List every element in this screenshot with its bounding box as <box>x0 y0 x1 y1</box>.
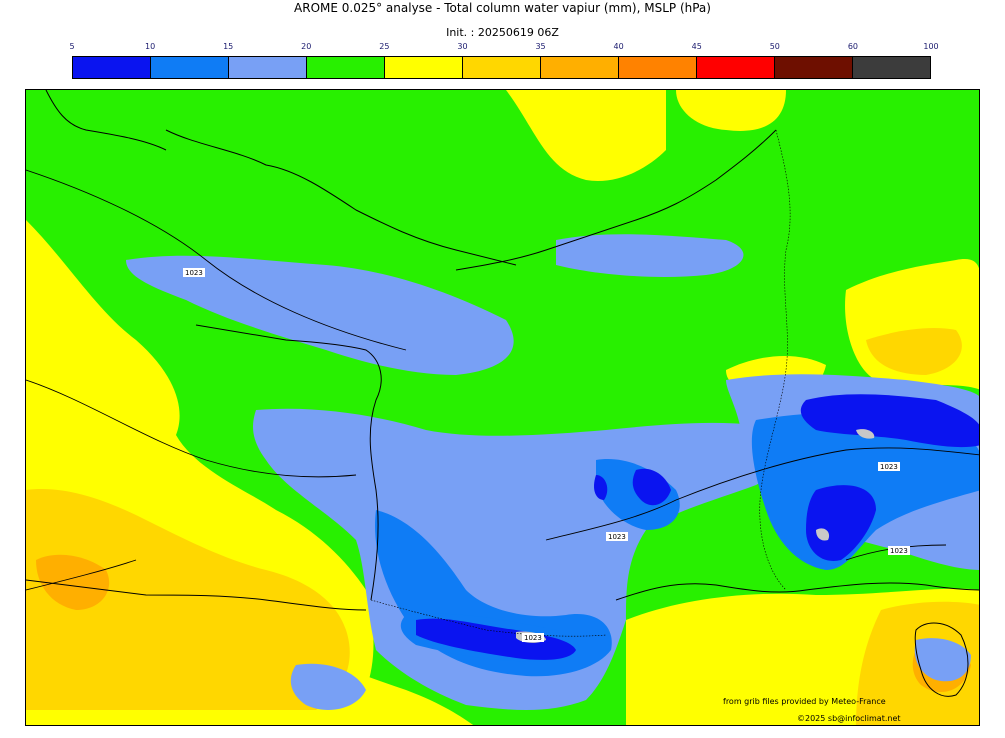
colorbar-segment <box>463 57 541 78</box>
isobar-labels: 1023 1023 1023 1023 1023 <box>183 268 910 642</box>
colorbar-segment <box>853 57 930 78</box>
isobar-label: 1023 <box>524 634 542 642</box>
tcwv-5-10-zones <box>416 394 979 660</box>
isobar-label: 1023 <box>185 269 203 277</box>
colorbar-segment <box>73 57 151 78</box>
isobar-label: 1023 <box>880 463 898 471</box>
colorbar-tick-label: 60 <box>847 42 858 51</box>
map-panel: 1023 1023 1023 1023 1023 <box>25 89 980 726</box>
colorbar-tick-label: 100 <box>923 42 939 51</box>
iberia-north-coast <box>26 579 367 611</box>
isobar-label: 1023 <box>890 547 908 555</box>
copyright-credit: ©2025 sb@infoclimat.net <box>797 714 901 723</box>
colorbar-segment <box>151 57 229 78</box>
brittany-biscay-coast <box>195 324 382 601</box>
isobar-south-atlantic <box>26 379 357 478</box>
colorbar-tick-label: 15 <box>223 42 234 51</box>
colorbar-tick-label: 20 <box>301 42 312 51</box>
colorbar-tick-label: 5 <box>69 42 75 51</box>
isobar-label: 1023 <box>608 533 626 541</box>
channel-coast <box>455 129 777 271</box>
weather-map: 1023 1023 1023 1023 1023 <box>26 90 979 725</box>
data-source-credit: from grib files provided by Meteo-France <box>723 697 886 706</box>
init-time: Init. : 20250619 06Z <box>446 26 559 39</box>
colorbar <box>72 56 931 79</box>
colorbar-segment <box>229 57 307 78</box>
mediterranean-coast <box>615 582 979 601</box>
uk-west-coast <box>45 90 167 151</box>
corsica-coast <box>914 622 969 697</box>
colorbar-tick-label: 40 <box>613 42 624 51</box>
colorbar-tick-label: 25 <box>379 42 390 51</box>
coastlines <box>26 90 979 697</box>
isobar-1023-central <box>545 447 979 541</box>
isobar-southwest <box>26 559 137 591</box>
colorbar-segment <box>307 57 385 78</box>
country-borders <box>370 129 791 637</box>
uk-south-coast <box>165 129 517 266</box>
pyrenees-border <box>370 599 607 637</box>
isobar-1023-west <box>26 169 407 351</box>
colorbar-tick-label: 35 <box>535 42 546 51</box>
tcwv-30-35-zones <box>26 328 979 725</box>
mslp-isobars <box>26 169 979 591</box>
colorbar-segment <box>385 57 463 78</box>
colorbar-segment <box>619 57 697 78</box>
colorbar-segment <box>697 57 775 78</box>
colorbar-tick-label: 10 <box>144 42 156 51</box>
colorbar-tick-label: 30 <box>457 42 468 51</box>
colorbar-segment <box>541 57 619 78</box>
chart-title: AROME 0.025° analyse - Total column wate… <box>294 1 711 15</box>
colorbar-tick-label: 50 <box>769 42 780 51</box>
colorbar-tick-label: 45 <box>691 42 702 51</box>
colorbar-segment <box>775 57 853 78</box>
